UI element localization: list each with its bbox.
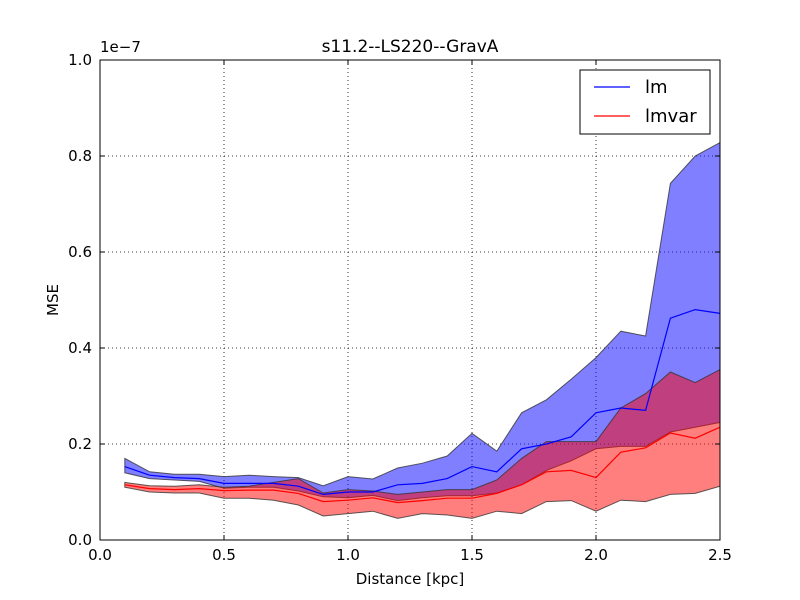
- y-tick-label: 0.8: [68, 147, 92, 165]
- legend: lm lmvar: [579, 69, 711, 135]
- y-axis-label: MSE: [44, 284, 62, 316]
- y-tick-label: 1.0: [68, 51, 92, 69]
- legend-box: [579, 69, 711, 135]
- chart-title: s11.2--LS220--GravA: [322, 37, 499, 57]
- axis-ticks: 0.0 0.5 1.0 1.5 2.0 2.5 0.0 0.2 0.4 0.6 0.8 1.0: [68, 51, 732, 564]
- plot-frame: [99, 59, 721, 541]
- x-tick-label: 0.5: [212, 546, 236, 564]
- legend-label-lm: lm: [645, 77, 668, 98]
- y-tick-label: 0.0: [68, 531, 92, 549]
- x-tick-label: 2.5: [708, 546, 732, 564]
- x-tick-label: 2.0: [584, 546, 608, 564]
- series-line-lm: [124, 308, 721, 496]
- x-tick-label: 0.0: [88, 546, 112, 564]
- x-tick-label: 1.0: [336, 546, 360, 564]
- series-line-lmvar: [124, 426, 721, 504]
- y-tick-label: 0.6: [68, 243, 92, 261]
- x-axis-label: Distance [kpc]: [356, 570, 465, 588]
- y-tick-label: 0.2: [68, 435, 92, 453]
- y-offset-label: 1e−7: [100, 38, 141, 56]
- legend-label-lmvar: lmvar: [645, 106, 697, 127]
- y-tick-label: 0.4: [68, 339, 92, 357]
- x-tick-label: 1.5: [460, 546, 484, 564]
- series-lines: [124, 308, 721, 504]
